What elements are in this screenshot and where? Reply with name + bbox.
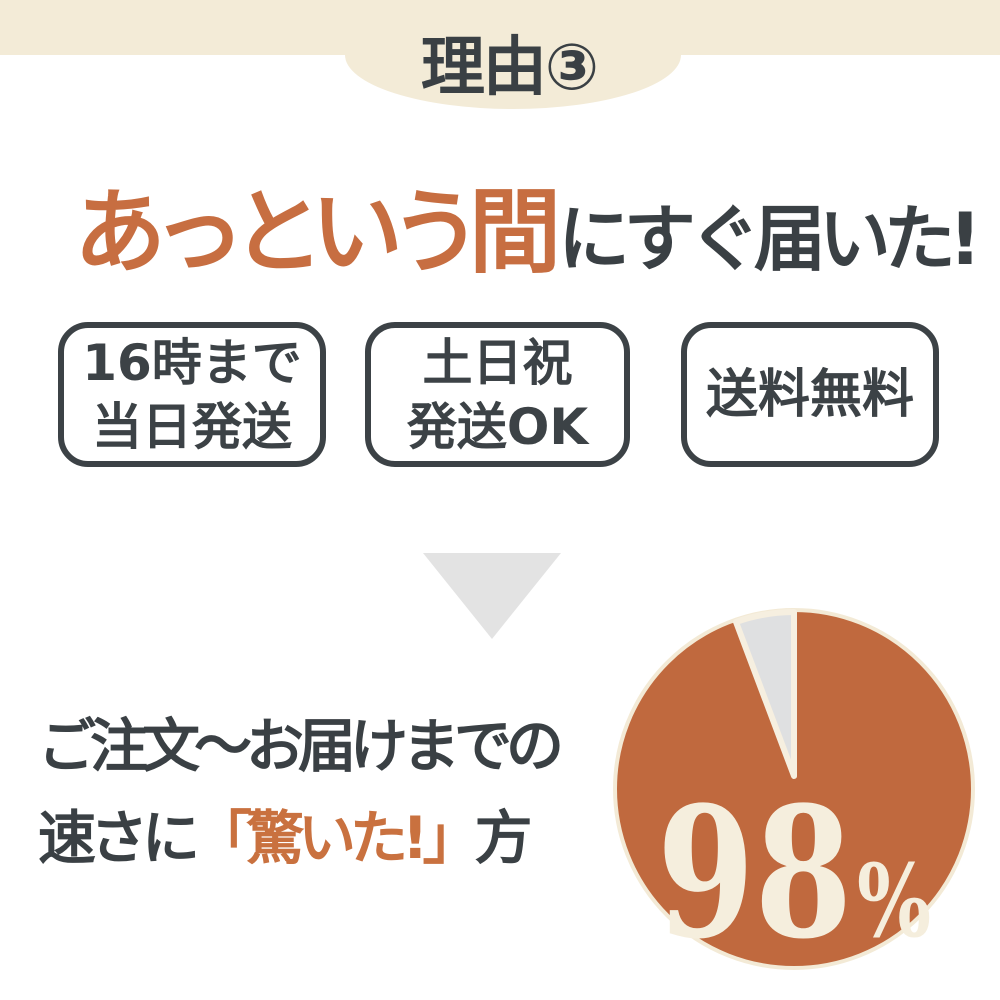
- pie-chart: 98 %: [611, 606, 977, 972]
- pie-slice-minority: [733, 609, 797, 779]
- caption: ご注文〜お届けまでの 速さに「驚いた!」方: [38, 700, 564, 884]
- caption-line1-text: ご注文〜お届けまでの: [38, 712, 564, 780]
- reason-title: 理由③: [420, 31, 599, 105]
- arrow-down-icon: [423, 553, 561, 639]
- caption-line-1: ご注文〜お届けまでの: [38, 700, 564, 792]
- header-bulge: [345, 1, 681, 109]
- pie-label: 98 %: [651, 784, 936, 964]
- badge-weekend-shipping: 土日祝 発送OK: [365, 322, 630, 467]
- pie-chart-svg: [613, 608, 975, 970]
- caption-line2-highlight: 「驚いた!」: [194, 804, 480, 872]
- badge-same-day-shipping: 16時まで 当日発送: [58, 322, 326, 467]
- headline-highlight: あっという間: [74, 179, 561, 286]
- pie-unit: %: [856, 842, 932, 960]
- badge-line: 当日発送: [92, 397, 292, 456]
- headline-rest: にすぐ届いた!: [558, 197, 982, 281]
- pie-value: 98: [656, 768, 853, 979]
- badge-line: 土日祝: [422, 333, 573, 392]
- caption-line-2: 速さに「驚いた!」方: [38, 792, 558, 884]
- caption-line2-suffix: 方: [474, 804, 532, 872]
- badge-line: 送料無料: [705, 364, 914, 425]
- badge-free-shipping: 送料無料: [681, 322, 939, 467]
- badge-line: 発送OK: [406, 397, 589, 456]
- headline: あっという間 にすぐ届いた!: [74, 158, 982, 291]
- badge-line: 16時まで: [82, 333, 302, 392]
- caption-line2-prefix: 速さに: [38, 804, 200, 872]
